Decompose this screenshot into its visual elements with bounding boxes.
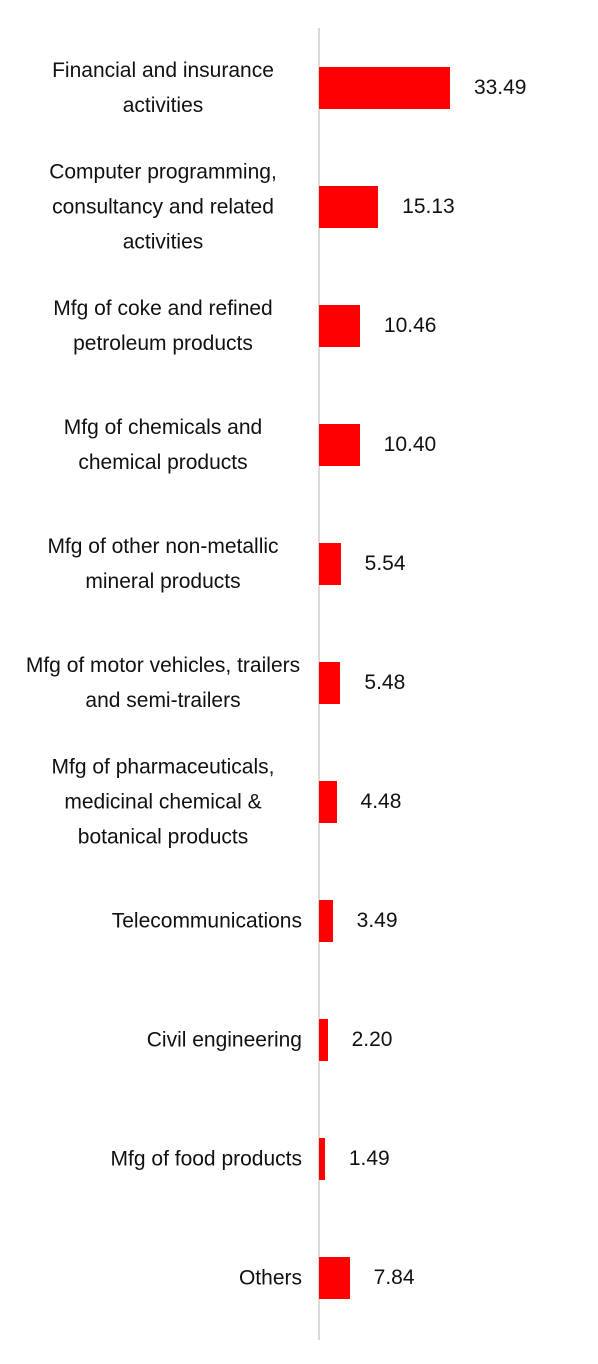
category-label-box: Civil engineering bbox=[12, 1023, 302, 1058]
category-label: Financial and insurance activities bbox=[52, 59, 274, 117]
category-label-box: Mfg of food products bbox=[12, 1142, 302, 1177]
value-label: 10.46 bbox=[383, 314, 437, 337]
bar bbox=[319, 1138, 325, 1180]
value-label: 5.48 bbox=[364, 671, 406, 694]
category-label-box: Others bbox=[12, 1261, 302, 1296]
category-label: Mfg of chemicals and chemical products bbox=[63, 416, 263, 474]
category-label-box: Mfg of chemicals and chemical products bbox=[12, 410, 302, 480]
category-label-box: Telecommunications bbox=[12, 904, 302, 939]
value-label: 4.48 bbox=[360, 790, 402, 813]
bar bbox=[319, 662, 341, 704]
value-label: 1.49 bbox=[348, 1147, 390, 1170]
bar bbox=[319, 1019, 328, 1061]
bar bbox=[319, 424, 360, 466]
bar bbox=[319, 1257, 350, 1299]
value-label: 7.84 bbox=[373, 1266, 415, 1289]
category-label-box: Mfg of pharmaceuticals, medicinal chemic… bbox=[12, 750, 302, 855]
category-label-box: Mfg of motor vehicles, trailers and semi… bbox=[12, 648, 302, 718]
category-label: Others bbox=[238, 1266, 302, 1290]
value-label: 2.20 bbox=[351, 1028, 393, 1051]
category-label: Civil engineering bbox=[146, 1028, 302, 1052]
bar bbox=[319, 305, 360, 347]
category-label: Telecommunications bbox=[111, 909, 302, 933]
bar bbox=[319, 543, 341, 585]
category-label: Computer programming, consultancy and re… bbox=[49, 160, 277, 254]
category-label: Mfg of pharmaceuticals, medicinal chemic… bbox=[51, 755, 275, 849]
bar bbox=[319, 186, 379, 228]
category-label: Mfg of other non-metallic mineral produc… bbox=[47, 535, 279, 593]
value-label: 3.49 bbox=[356, 909, 398, 932]
category-label: Mfg of food products bbox=[110, 1147, 302, 1171]
value-label: 15.13 bbox=[402, 195, 455, 218]
bar bbox=[319, 67, 450, 109]
bar bbox=[319, 900, 333, 942]
category-label: Mfg of motor vehicles, trailers and semi… bbox=[25, 654, 301, 712]
category-label-box: Mfg of other non-metallic mineral produc… bbox=[12, 529, 302, 599]
category-label: Mfg of coke and refined petroleum produc… bbox=[53, 297, 273, 355]
category-label-box: Computer programming, consultancy and re… bbox=[12, 155, 302, 260]
bar bbox=[319, 781, 337, 823]
category-label-box: Mfg of coke and refined petroleum produc… bbox=[12, 291, 302, 361]
category-label-box: Financial and insurance activities bbox=[12, 53, 302, 123]
value-label: 5.54 bbox=[364, 552, 406, 575]
value-label: 33.49 bbox=[473, 76, 527, 99]
value-label: 10.40 bbox=[383, 433, 437, 456]
